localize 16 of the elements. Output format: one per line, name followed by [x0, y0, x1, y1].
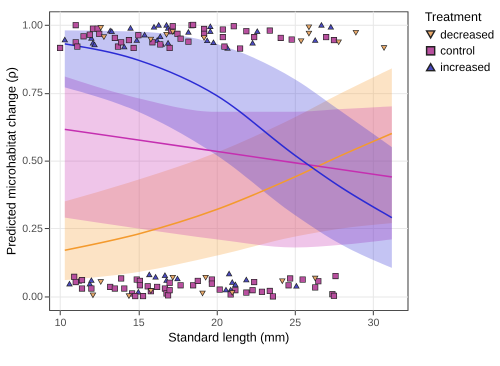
y-tick-label: 1.00 — [22, 19, 43, 32]
y-tick-label: 0.00 — [22, 290, 43, 303]
y-tick-label: 0.25 — [22, 222, 43, 235]
y-tick-label: 0.50 — [22, 155, 43, 168]
legend-title: Treatment — [424, 10, 482, 24]
x-tick-label: 15 — [132, 316, 145, 329]
x-tick-label: 25 — [289, 316, 302, 329]
legend-label: increased — [440, 62, 490, 74]
y-tick-label: 0.75 — [22, 87, 43, 100]
legend-label: decreased — [440, 29, 494, 42]
x-tick-label: 20 — [211, 316, 224, 329]
x-axis-title: Standard length (mm) — [168, 330, 290, 344]
x-tick-label: 30 — [368, 316, 380, 329]
y-axis-title: Predicted microhabitat change (ρ) — [4, 67, 18, 256]
legend-label: control — [440, 46, 475, 58]
x-tick-label: 10 — [54, 316, 67, 329]
